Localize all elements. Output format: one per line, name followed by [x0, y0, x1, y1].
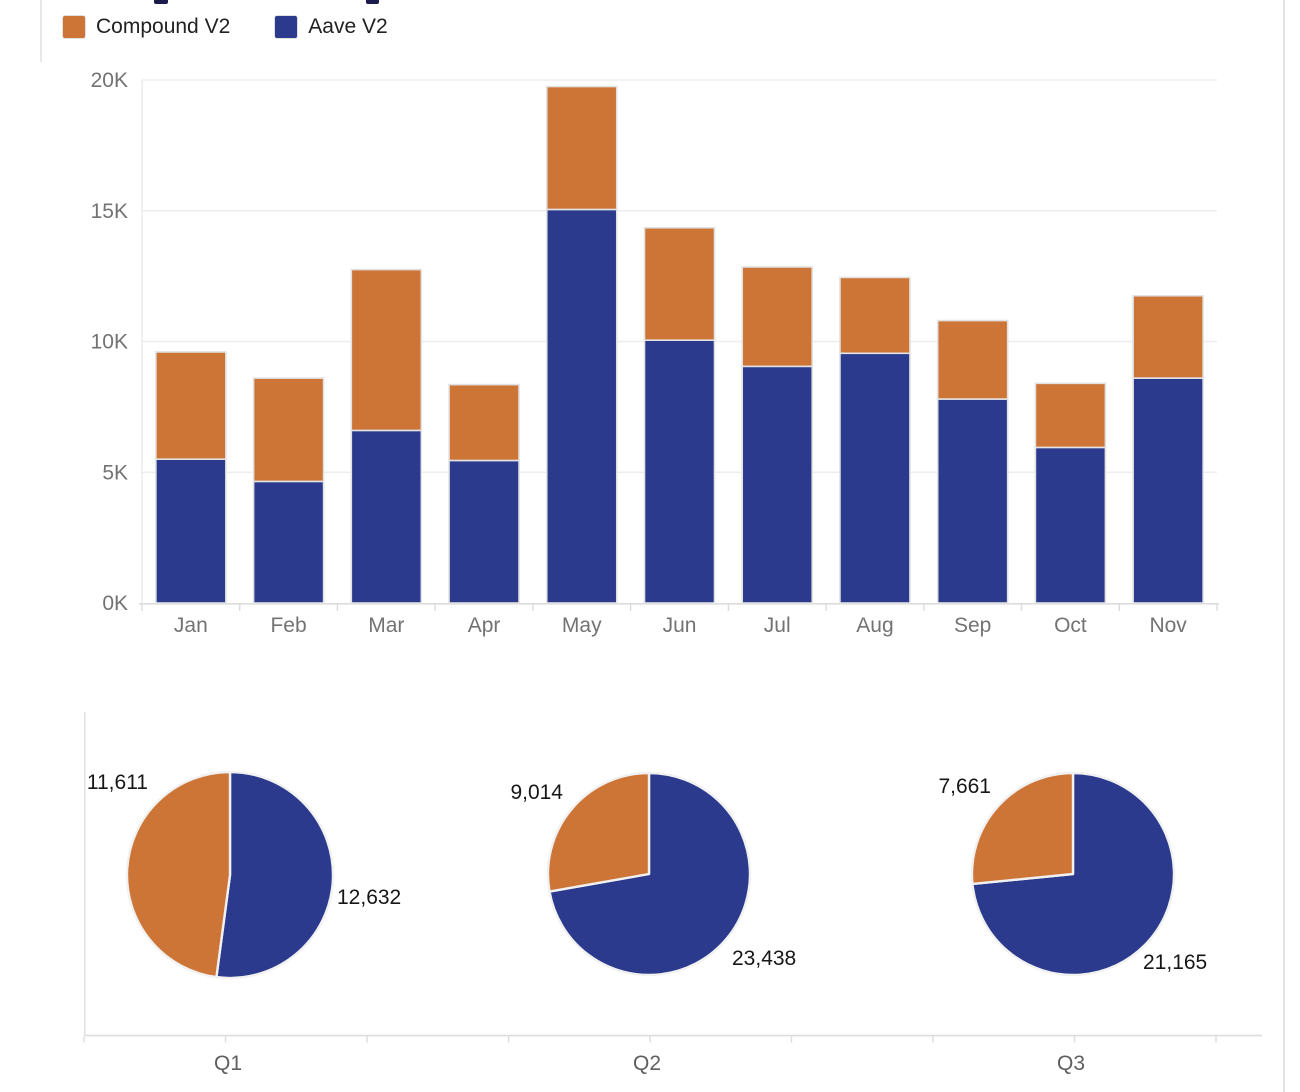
bar-segment-nov-aave-v2[interactable] — [1132, 377, 1204, 604]
pie-label-q1-aave-v2: 12,632 — [337, 886, 401, 909]
x-axis-label-apr: Apr — [468, 614, 501, 637]
left-border-line — [40, 0, 42, 62]
x-axis-label-nov: Nov — [1149, 614, 1187, 637]
pie-category-label-q2: Q2 — [633, 1052, 661, 1075]
bar-segment-may-compound-v2[interactable] — [545, 85, 618, 211]
x-axis-label-jan: Jan — [174, 614, 208, 637]
legend-swatch-aave-v2 — [274, 15, 299, 39]
legend-swatch-compound-v2 — [62, 15, 86, 39]
pie-slice-q1-aave-v2[interactable] — [215, 770, 335, 980]
pie-slice-q2-compound-v2[interactable] — [546, 771, 651, 893]
bar-segment-jun-aave-v2[interactable] — [643, 339, 716, 604]
y-axis-label-10K: 10K — [91, 331, 128, 354]
pie-label-q3-compound-v2: 7,661 — [938, 775, 991, 798]
legend-item-aave-v2[interactable]: Aave V2 — [274, 14, 388, 40]
clipped-title-fragment-1 — [154, 0, 168, 4]
legend-label-aave-v2: Aave V2 — [308, 15, 388, 38]
bar-segment-jul-compound-v2[interactable] — [741, 266, 814, 368]
chart-legend: Compound V2 Aave V2 — [62, 14, 388, 40]
y-axis-label-20K: 20K — [91, 69, 128, 92]
x-axis-label-jul: Jul — [764, 614, 791, 637]
clipped-title-fragment-2 — [366, 0, 379, 4]
right-border-line — [1283, 0, 1285, 1092]
bar-segment-feb-compound-v2[interactable] — [252, 377, 325, 483]
bar-segment-jul-aave-v2[interactable] — [741, 365, 814, 604]
bar-segment-nov-compound-v2[interactable] — [1132, 294, 1204, 379]
bar-segment-feb-aave-v2[interactable] — [252, 480, 325, 604]
y-axis-label-15K: 15K — [91, 200, 128, 223]
pie-label-q1-compound-v2: 11,611 — [87, 771, 148, 794]
legend-item-compound-v2[interactable]: Compound V2 — [62, 14, 230, 40]
pie-label-q2-aave-v2: 23,438 — [732, 947, 796, 970]
bar-segment-sep-compound-v2[interactable] — [936, 319, 1009, 400]
x-axis-label-sep: Sep — [954, 614, 991, 637]
pie-category-label-q1: Q1 — [214, 1052, 242, 1075]
y-axis-label-0K: 0K — [102, 592, 128, 615]
x-axis-label-jun: Jun — [663, 614, 697, 637]
pie-label-q3-aave-v2: 21,165 — [1143, 951, 1207, 974]
bar-segment-apr-aave-v2[interactable] — [448, 459, 520, 604]
legend-label-compound-v2: Compound V2 — [96, 15, 231, 38]
bar-segment-jan-aave-v2[interactable] — [155, 458, 227, 604]
bar-segment-mar-compound-v2[interactable] — [350, 268, 423, 432]
bar-segment-oct-aave-v2[interactable] — [1034, 446, 1107, 604]
x-axis-label-oct: Oct — [1054, 614, 1087, 637]
bar-segment-oct-compound-v2[interactable] — [1034, 382, 1107, 449]
quarterly-pie-charts: 11,611 12,632 Q1 9,014 23,438 Q2 7,661 21,165 Q3 — [83, 712, 1262, 1075]
bar-segment-aug-compound-v2[interactable] — [839, 276, 911, 355]
pie-category-label-q3: Q3 — [1057, 1052, 1085, 1075]
bar-segment-sep-aave-v2[interactable] — [936, 398, 1009, 604]
pie-slice-q3-compound-v2[interactable] — [970, 771, 1075, 886]
stacked-bar-chart: 0K 5K 10K 15K 20K Jan Feb Mar Apr May Jun Jul Aug Sep… — [91, 69, 1219, 637]
x-axis-label-feb: Feb — [270, 614, 306, 637]
bar-segment-may-aave-v2[interactable] — [545, 208, 618, 604]
x-axis-label-aug: Aug — [856, 614, 893, 637]
x-axis-label-may: May — [562, 614, 602, 637]
bar-segment-apr-compound-v2[interactable] — [448, 383, 520, 462]
bar-segment-jun-compound-v2[interactable] — [643, 226, 716, 341]
y-axis-label-5K: 5K — [102, 461, 128, 484]
bar-segment-mar-aave-v2[interactable] — [350, 429, 423, 604]
pie-label-q2-compound-v2: 9,014 — [510, 781, 563, 804]
pie-slice-q1-compound-v2[interactable] — [125, 770, 232, 979]
bar-segment-aug-aave-v2[interactable] — [839, 352, 911, 604]
bar-segment-jan-compound-v2[interactable] — [155, 351, 227, 460]
x-axis-label-mar: Mar — [368, 614, 404, 637]
